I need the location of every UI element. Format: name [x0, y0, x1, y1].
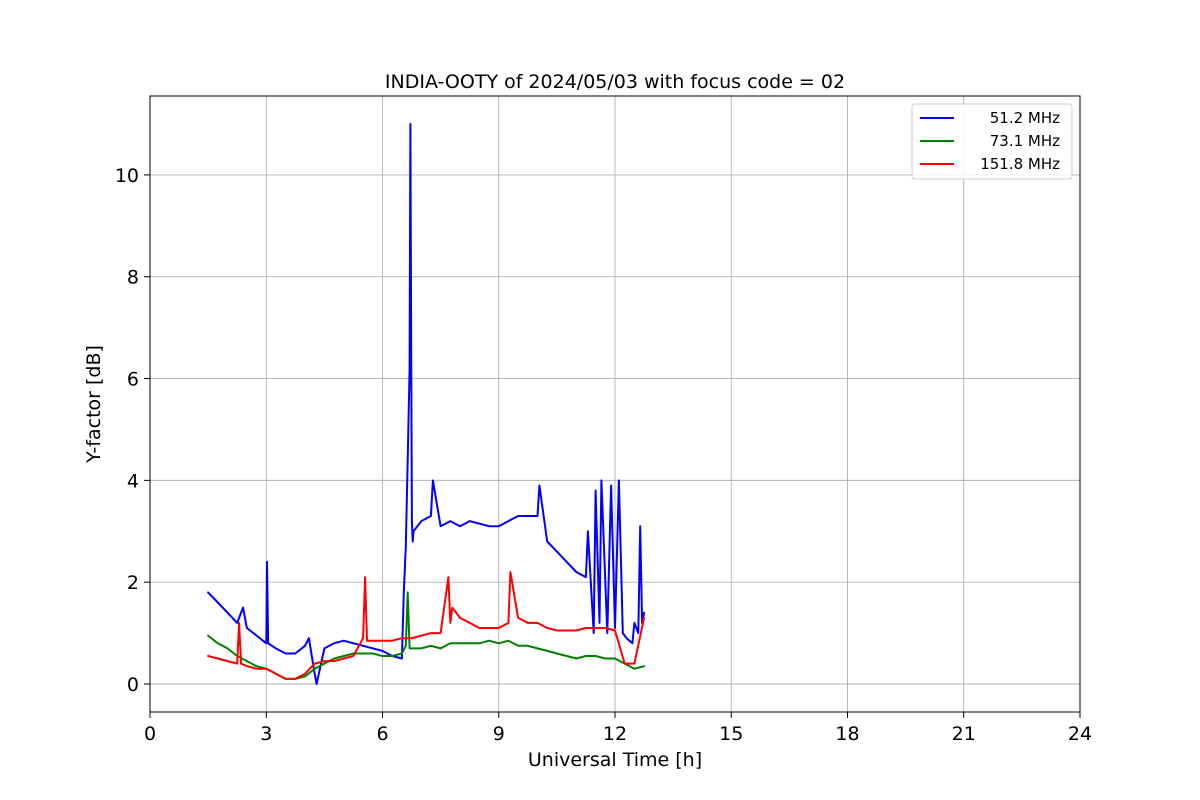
y-tick-label: 0	[127, 674, 139, 696]
y-axis-label: Y-factor [dB]	[83, 345, 105, 464]
y-tick-label: 8	[127, 267, 139, 289]
x-tick-label: 12	[603, 723, 627, 745]
x-tick-label: 21	[952, 723, 976, 745]
y-tick-label: 10	[115, 165, 139, 187]
series-line-3	[207, 571, 646, 680]
y-tick-label: 6	[127, 369, 139, 391]
y-tick-label: 4	[127, 470, 139, 492]
x-tick-label: 24	[1068, 723, 1092, 745]
legend: 51.2 MHz 73.1 MHz 151.8 MHz	[911, 103, 1073, 180]
y-tick-label: 2	[127, 572, 139, 594]
legend-label-1: 51.2 MHz	[990, 109, 1060, 127]
series-line-2	[207, 591, 646, 680]
legend-label-2: 73.1 MHz	[990, 132, 1060, 150]
legend-box	[911, 103, 1073, 180]
x-axis-label: Universal Time [h]	[528, 749, 702, 771]
legend-label-3: 151.8 MHz	[980, 155, 1060, 173]
x-tick-label: 15	[719, 723, 743, 745]
plot-series	[207, 123, 646, 685]
x-tick-label: 6	[376, 723, 388, 745]
chart-title: INDIA-OOTY of 2024/05/03 with focus code…	[385, 71, 845, 93]
y-axis-ticks: 0 2 4 6 8 10	[115, 165, 150, 696]
x-tick-label: 0	[144, 723, 156, 745]
x-tick-label: 18	[835, 723, 859, 745]
x-tick-label: 9	[493, 723, 505, 745]
x-axis-ticks: 0 3 6 9 12 15 18 21 24	[144, 712, 1092, 745]
series-line-1	[207, 123, 646, 685]
grid	[149, 96, 1081, 712]
x-tick-label: 3	[260, 723, 272, 745]
